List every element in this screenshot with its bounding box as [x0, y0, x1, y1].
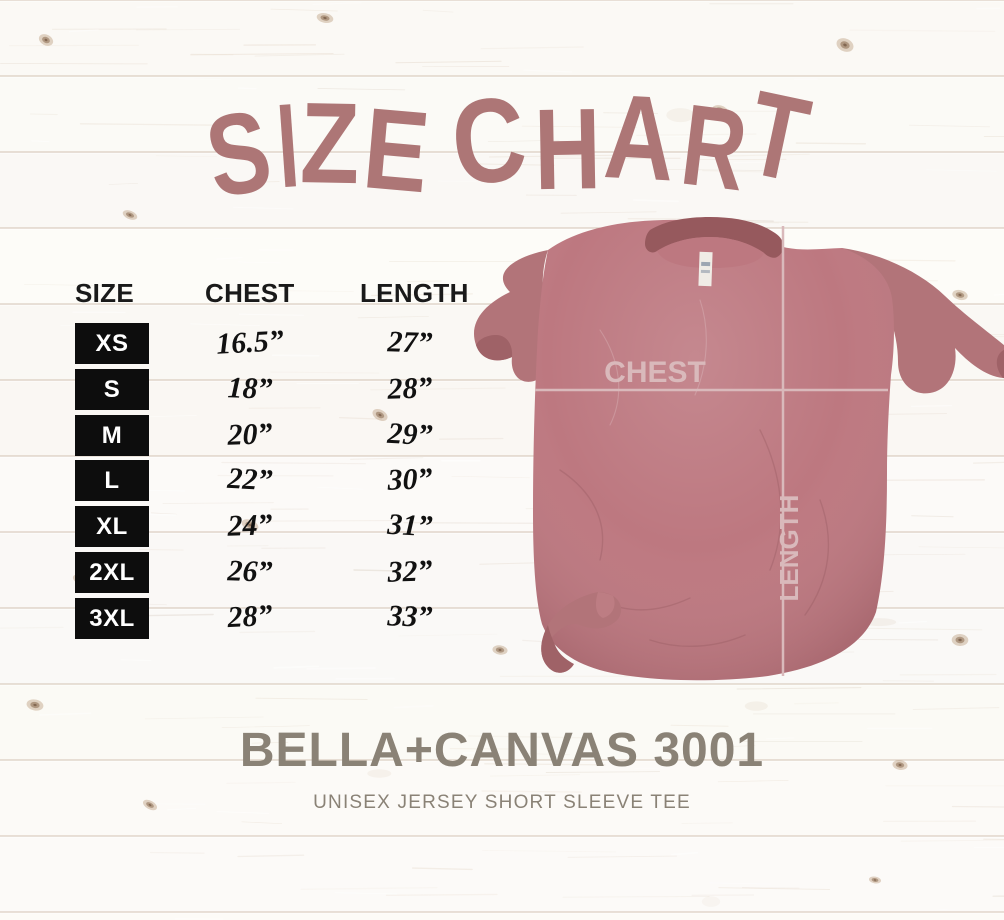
svg-text:LENGTH: LENGTH — [774, 495, 804, 602]
svg-text:CHEST: CHEST — [604, 356, 706, 389]
